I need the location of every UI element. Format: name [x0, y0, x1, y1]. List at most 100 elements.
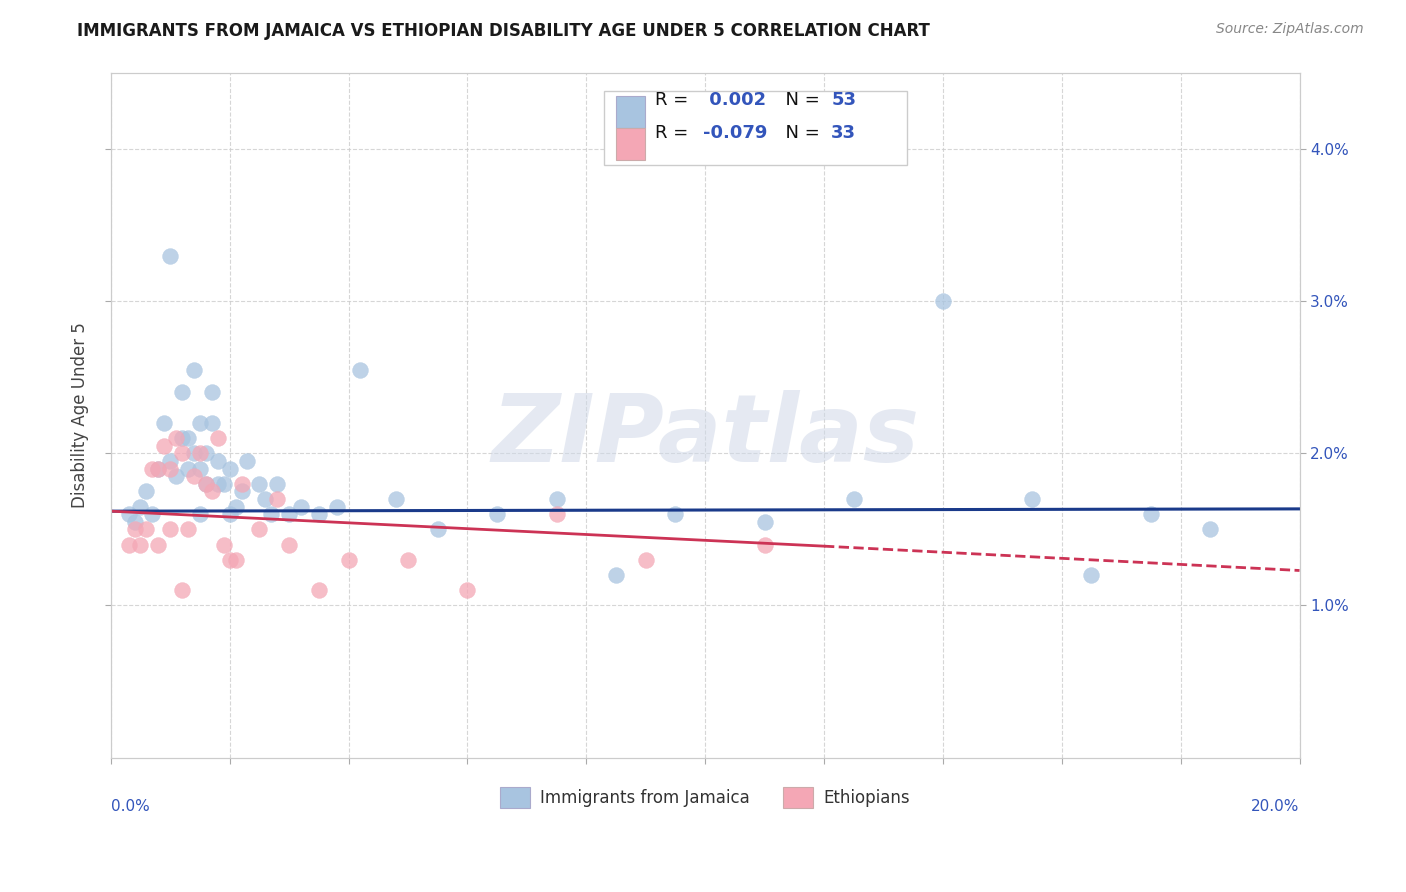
Point	[159, 461, 181, 475]
Point	[124, 515, 146, 529]
Point	[546, 491, 568, 506]
Point	[212, 476, 235, 491]
Point	[231, 484, 253, 499]
Point	[225, 500, 247, 514]
Text: ZIPatlas: ZIPatlas	[491, 390, 920, 482]
Point	[148, 538, 170, 552]
Point	[188, 416, 211, 430]
Point	[664, 507, 686, 521]
Point	[207, 454, 229, 468]
Point	[165, 469, 187, 483]
Point	[188, 507, 211, 521]
Point	[842, 491, 865, 506]
Point	[308, 507, 330, 521]
Text: R =: R =	[655, 124, 695, 142]
Point	[207, 431, 229, 445]
Text: R =: R =	[655, 91, 695, 110]
Point	[236, 454, 259, 468]
Text: N =: N =	[775, 91, 825, 110]
Point	[183, 446, 205, 460]
Point	[260, 507, 283, 521]
Point	[218, 461, 240, 475]
Text: Source: ZipAtlas.com: Source: ZipAtlas.com	[1216, 22, 1364, 37]
Point	[141, 507, 163, 521]
Point	[349, 362, 371, 376]
Point	[172, 446, 194, 460]
Point	[141, 461, 163, 475]
Text: 0.002: 0.002	[703, 91, 766, 110]
Point	[1199, 523, 1222, 537]
Point	[932, 294, 955, 309]
Point	[135, 484, 157, 499]
Point	[165, 431, 187, 445]
Point	[225, 553, 247, 567]
Text: -0.079: -0.079	[703, 124, 768, 142]
Point	[117, 538, 139, 552]
FancyBboxPatch shape	[605, 92, 907, 165]
Point	[266, 491, 288, 506]
Point	[1021, 491, 1043, 506]
Point	[278, 538, 301, 552]
Point	[129, 500, 152, 514]
Text: 0.0%: 0.0%	[111, 798, 149, 814]
Bar	[616, 96, 644, 128]
Point	[207, 476, 229, 491]
Point	[135, 523, 157, 537]
Text: 33: 33	[831, 124, 856, 142]
Point	[183, 469, 205, 483]
Point	[754, 515, 776, 529]
Point	[634, 553, 657, 567]
Text: IMMIGRANTS FROM JAMAICA VS ETHIOPIAN DISABILITY AGE UNDER 5 CORRELATION CHART: IMMIGRANTS FROM JAMAICA VS ETHIOPIAN DIS…	[77, 22, 931, 40]
Point	[153, 439, 176, 453]
Point	[754, 538, 776, 552]
Point	[188, 461, 211, 475]
Point	[486, 507, 509, 521]
Point	[194, 446, 217, 460]
Point	[177, 431, 200, 445]
Point	[117, 507, 139, 521]
Y-axis label: Disability Age Under 5: Disability Age Under 5	[72, 322, 89, 508]
Point	[1080, 568, 1102, 582]
Point	[201, 416, 224, 430]
Point	[177, 461, 200, 475]
Point	[546, 507, 568, 521]
Point	[124, 523, 146, 537]
Point	[605, 568, 627, 582]
Point	[231, 476, 253, 491]
Point	[247, 476, 270, 491]
Point	[172, 431, 194, 445]
Point	[266, 476, 288, 491]
Point	[254, 491, 277, 506]
Point	[148, 461, 170, 475]
Point	[212, 538, 235, 552]
Point	[129, 538, 152, 552]
Text: 20.0%: 20.0%	[1251, 798, 1299, 814]
Point	[218, 553, 240, 567]
Point	[194, 476, 217, 491]
Point	[247, 523, 270, 537]
Point	[1140, 507, 1163, 521]
Text: 53: 53	[831, 91, 856, 110]
Point	[337, 553, 360, 567]
Point	[385, 491, 408, 506]
Point	[278, 507, 301, 521]
Point	[177, 523, 200, 537]
Point	[325, 500, 347, 514]
Point	[183, 362, 205, 376]
Point	[290, 500, 312, 514]
Legend: Immigrants from Jamaica, Ethiopians: Immigrants from Jamaica, Ethiopians	[494, 780, 917, 814]
Bar	[616, 128, 644, 160]
Point	[153, 416, 176, 430]
Text: N =: N =	[775, 124, 825, 142]
Point	[194, 476, 217, 491]
Point	[201, 385, 224, 400]
Point	[456, 583, 478, 598]
Point	[159, 248, 181, 262]
Point	[148, 461, 170, 475]
Point	[396, 553, 419, 567]
Point	[159, 454, 181, 468]
Point	[159, 523, 181, 537]
Point	[172, 583, 194, 598]
Point	[218, 507, 240, 521]
Point	[172, 385, 194, 400]
